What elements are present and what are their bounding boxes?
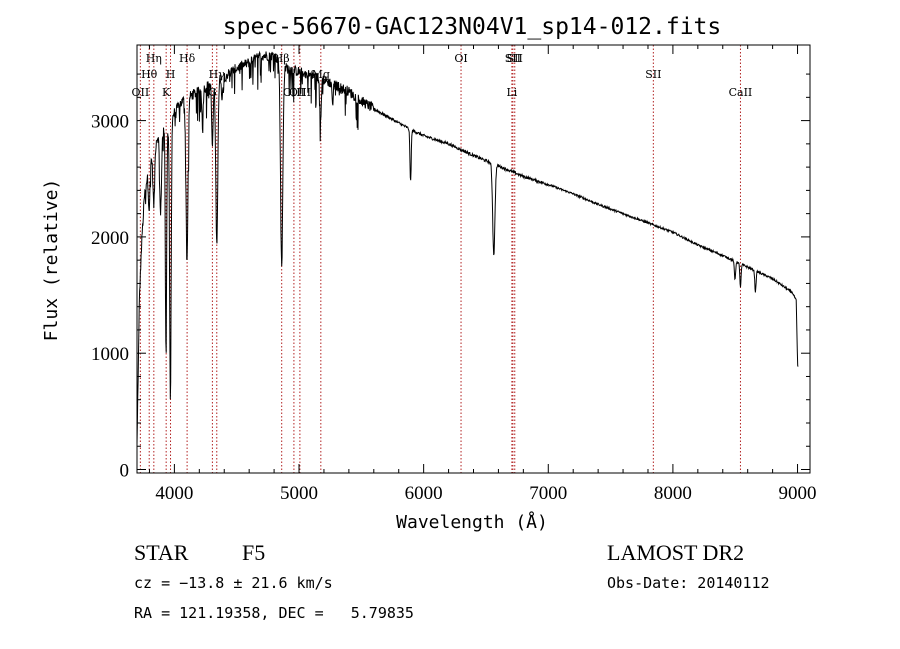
y-tick-label: 1000 — [91, 344, 129, 365]
x-tick-label: 6000 — [405, 483, 443, 504]
spectral-line-label: G — [208, 86, 217, 99]
spectral-line-label: Hη — [146, 52, 162, 65]
x-tick-label: 9000 — [779, 483, 817, 504]
y-axis-label: Flux (relative) — [41, 179, 62, 342]
spectral-line-label: OI — [454, 52, 467, 65]
spectrum-line — [136, 50, 799, 445]
observation-date: Obs-Date: 20140112 — [607, 574, 770, 592]
survey-name: LAMOST DR2 — [607, 540, 745, 565]
y-tick-label: 0 — [120, 461, 130, 482]
spectral-line-label: OIII — [289, 86, 311, 99]
spectral-line-label: K — [162, 86, 171, 99]
y-tick-label: 2000 — [91, 228, 129, 249]
spectral-line-label: SII — [507, 52, 523, 65]
spectral-line-label: Hβ — [274, 52, 290, 65]
spectral-line-label: OII — [132, 86, 150, 99]
redshift-cz: cz = −13.8 ± 21.6 km/s — [134, 574, 333, 592]
x-tick-label: 7000 — [529, 483, 567, 504]
chart-title: spec-56670-GAC123N04V1_sp14-012.fits — [223, 14, 722, 40]
plot-frame — [136, 44, 811, 474]
coordinates: RA = 121.19358, DEC = 5.79835 — [134, 604, 414, 622]
axis-ticks: 4000 5000 6000 7000 8000 9000 0 1000 2000 3000 — [91, 45, 817, 504]
spectral-line-label: SII — [505, 52, 521, 65]
spectral-line-label: SII — [645, 68, 661, 81]
spectral-line-label: Hγ — [209, 68, 226, 81]
spectral-line-label: OIII — [283, 86, 305, 99]
x-tick-label: 5000 — [280, 483, 318, 504]
x-axis-label: Wavelength (Å) — [396, 511, 548, 533]
spectral-line-label: Li — [506, 86, 517, 99]
spectral-line-label: H — [166, 68, 176, 81]
object-subclass: F5 — [242, 540, 266, 565]
spectral-line-label: CaII — [729, 86, 753, 99]
x-tick-label: 4000 — [155, 483, 193, 504]
object-class: STAR — [134, 540, 189, 565]
spectral-line-label: Mg — [312, 68, 330, 81]
spectral-line-markers — [139, 45, 741, 473]
spectral-line-label: Hθ — [141, 68, 158, 81]
y-tick-label: 3000 — [91, 112, 129, 133]
spectral-line-label: Hδ — [179, 52, 196, 65]
x-tick-label: 8000 — [654, 483, 692, 504]
